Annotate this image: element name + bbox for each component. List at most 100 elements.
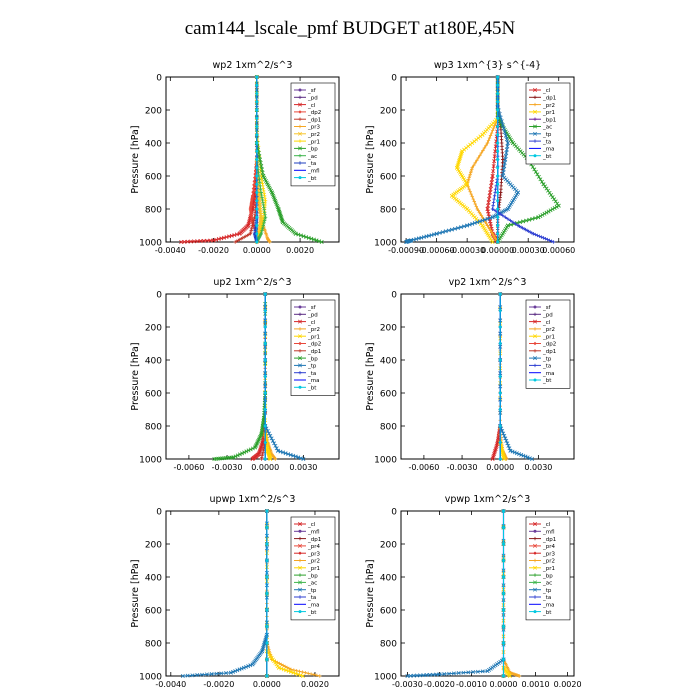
legend-label: _tp bbox=[542, 588, 552, 594]
legend-label: _bp1 bbox=[542, 117, 556, 123]
data-point bbox=[500, 161, 505, 165]
y-tick-label: 1000 bbox=[374, 673, 397, 683]
y-tick-label: 200 bbox=[380, 107, 397, 117]
data-point bbox=[240, 451, 245, 456]
legend: _sf _pd_cl_dp2_dp1 _pr3_pr2_pr1 _bp_ac_ta _m… bbox=[290, 82, 336, 187]
data-point bbox=[502, 674, 506, 678]
legend-marker bbox=[298, 176, 302, 180]
data-point bbox=[482, 146, 487, 150]
data-point bbox=[500, 151, 505, 155]
data-point bbox=[496, 125, 500, 128]
x-tick-label: -0.0030 bbox=[447, 463, 478, 472]
data-point bbox=[276, 665, 281, 670]
data-point bbox=[521, 453, 526, 458]
data-point bbox=[250, 662, 255, 667]
data-point bbox=[539, 179, 544, 184]
data-point bbox=[517, 452, 522, 457]
data-point bbox=[502, 658, 506, 661]
data-point bbox=[552, 197, 557, 202]
data-point bbox=[501, 170, 506, 175]
data-point bbox=[490, 174, 495, 178]
plot-frame bbox=[400, 293, 575, 460]
data-point bbox=[504, 150, 509, 155]
legend-label: _bt bbox=[307, 176, 317, 182]
x-tick-label: 0.0000 bbox=[486, 463, 514, 472]
data-point bbox=[489, 180, 494, 185]
data-point bbox=[491, 204, 495, 208]
data-point bbox=[505, 441, 510, 446]
data-point bbox=[261, 203, 266, 207]
plot-frame bbox=[400, 76, 575, 243]
data-point bbox=[255, 158, 259, 161]
data-point bbox=[257, 154, 262, 159]
data-point bbox=[472, 163, 476, 167]
data-point bbox=[498, 212, 502, 216]
data-point bbox=[533, 169, 538, 174]
data-point bbox=[500, 154, 505, 158]
page-title: cam144_lscale_pmf BUDGET at180E,45N bbox=[184, 18, 516, 39]
legend-marker bbox=[533, 587, 537, 592]
data-point bbox=[533, 216, 538, 221]
legend-marker bbox=[533, 102, 537, 107]
data-point bbox=[505, 141, 510, 145]
data-point bbox=[418, 673, 423, 678]
data-point bbox=[263, 325, 267, 329]
legend-label: _cl bbox=[307, 320, 316, 326]
data-point bbox=[471, 670, 476, 675]
x-tick-label: 0.0000 bbox=[243, 246, 271, 255]
data-point bbox=[452, 226, 457, 231]
series-bp bbox=[212, 292, 268, 461]
legend-label: _sf bbox=[307, 305, 317, 311]
legend-label: _bp bbox=[307, 356, 318, 362]
data-point bbox=[259, 457, 264, 461]
data-point bbox=[535, 172, 540, 177]
data-point bbox=[501, 157, 505, 162]
data-point bbox=[496, 133, 500, 137]
data-point bbox=[451, 671, 456, 676]
x-tick-label: 0.0010 bbox=[522, 680, 550, 689]
legend-marker bbox=[533, 327, 537, 331]
legend-label: _dp1 bbox=[542, 96, 556, 102]
data-point bbox=[262, 208, 266, 212]
data-point bbox=[260, 181, 265, 186]
data-point bbox=[259, 164, 264, 169]
legend-marker bbox=[533, 319, 537, 324]
data-point bbox=[496, 166, 500, 170]
series-bt bbox=[502, 509, 506, 678]
data-point bbox=[249, 228, 253, 233]
legend-marker bbox=[533, 88, 537, 92]
series-ac bbox=[495, 75, 561, 244]
data-point bbox=[251, 190, 255, 194]
data-point bbox=[306, 671, 310, 676]
data-point bbox=[228, 670, 233, 675]
legend-marker bbox=[533, 536, 537, 541]
data-point bbox=[447, 671, 452, 676]
data-point bbox=[492, 159, 497, 164]
data-point bbox=[502, 160, 507, 165]
data-point bbox=[437, 230, 442, 235]
data-point bbox=[262, 191, 266, 196]
data-point bbox=[545, 237, 550, 242]
data-point bbox=[490, 177, 495, 182]
data-point bbox=[260, 167, 264, 172]
data-point bbox=[555, 201, 560, 206]
data-point bbox=[503, 436, 508, 441]
data-point bbox=[469, 171, 473, 175]
data-point bbox=[485, 141, 490, 145]
x-tick-label: -0.0020 bbox=[424, 680, 455, 689]
data-point bbox=[265, 526, 269, 529]
legend-label: _cl bbox=[307, 103, 316, 109]
data-point bbox=[265, 542, 269, 546]
data-point bbox=[496, 75, 500, 79]
data-point bbox=[502, 559, 506, 562]
x-tick-label: -0.0060 bbox=[408, 463, 439, 472]
data-point bbox=[260, 440, 265, 445]
data-point bbox=[539, 235, 544, 239]
legend-label: _pr1 bbox=[542, 110, 555, 116]
data-point bbox=[287, 666, 291, 671]
legend-marker bbox=[298, 610, 302, 614]
data-point bbox=[298, 673, 303, 678]
series-tp bbox=[180, 509, 269, 678]
legend-marker bbox=[298, 131, 302, 136]
legend-label: _pr3 bbox=[307, 551, 321, 557]
